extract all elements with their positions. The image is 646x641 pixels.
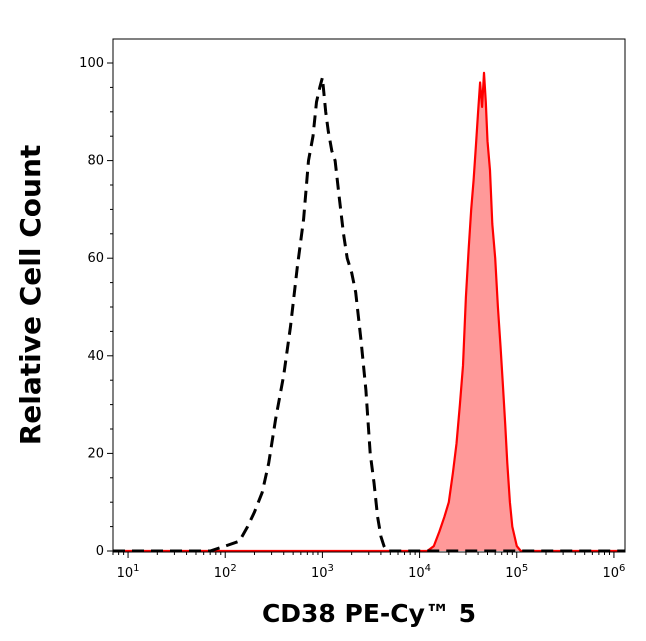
y-tick-label: 20 (87, 446, 104, 461)
y-tick-label: 40 (87, 349, 104, 364)
y-tick-label: 80 (87, 154, 104, 169)
x-tick-label: 104 (408, 563, 431, 581)
x-tick-label: 106 (602, 563, 625, 581)
series-2-line (113, 71, 625, 553)
plot-area (113, 71, 625, 553)
y-tick-label: 0 (96, 544, 104, 559)
y-axis-title: Relative Cell Count (14, 145, 47, 446)
y-tick-label: 100 (79, 56, 104, 71)
x-tick-label: 102 (214, 563, 237, 581)
x-tick-label: 103 (311, 563, 334, 581)
y-axis: 0 20 40 60 80 100 (79, 56, 113, 559)
y-tick-label: 60 (87, 251, 104, 266)
x-tick-label: 101 (117, 563, 140, 581)
x-tick-label: 105 (505, 563, 528, 581)
x-axis: 101 102 103 104 105 106 (112, 552, 625, 581)
series-2-fill (113, 72, 625, 552)
x-axis-title: CD38 PE-Cy™ 5 (262, 599, 476, 628)
plot-frame (112, 38, 626, 553)
series-1-line (113, 76, 625, 553)
